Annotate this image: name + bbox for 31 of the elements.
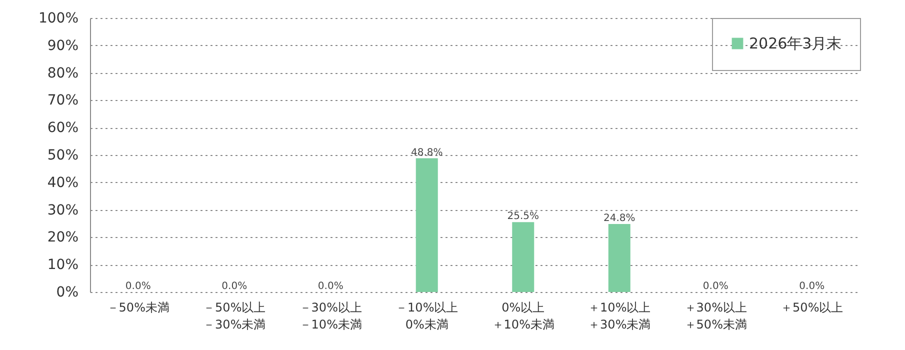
data-label: 0.0%	[799, 281, 825, 292]
x-tick-label: ＋50%以上	[780, 300, 844, 314]
x-tick-label: －10%以上0%未満	[396, 300, 458, 332]
x-tick-label: ＋30%以上＋50%未満	[684, 300, 747, 332]
data-label: 0.0%	[318, 281, 344, 292]
data-label: 24.8%	[603, 213, 636, 224]
y-tick-label: 90%	[47, 38, 78, 54]
y-tick-label: 60%	[47, 120, 78, 136]
y-tick-label: 100%	[38, 10, 78, 26]
x-tick-label: ＋10%以上＋30%未満	[588, 300, 651, 332]
y-tick-label: 0%	[56, 284, 78, 300]
y-tick-label: 80%	[47, 65, 78, 82]
x-tick-label: 0%以上＋10%未満	[492, 300, 554, 332]
y-tick-label: 40%	[47, 174, 78, 191]
y-tick-label: 10%	[47, 257, 78, 274]
y-tick-label: 50%	[47, 148, 78, 164]
data-label: 0.0%	[702, 281, 728, 292]
bar	[416, 158, 438, 292]
x-tick-label: －30%以上－10%未満	[299, 300, 362, 332]
y-tick-label: 20%	[47, 230, 78, 246]
data-label: 0.0%	[222, 281, 248, 292]
bar	[608, 224, 630, 292]
data-label: 48.8%	[410, 147, 443, 158]
y-tick-label: 70%	[47, 92, 78, 109]
bar	[512, 222, 534, 292]
data-label: 25.5%	[507, 211, 540, 222]
legend-label: 2026年3月末	[749, 34, 842, 52]
y-tick-label: 30%	[47, 202, 78, 218]
x-tick-label: －50%以上－30%未満	[203, 300, 266, 332]
data-label: 0.0%	[125, 281, 151, 292]
x-tick-label: －50%未満	[106, 300, 170, 314]
